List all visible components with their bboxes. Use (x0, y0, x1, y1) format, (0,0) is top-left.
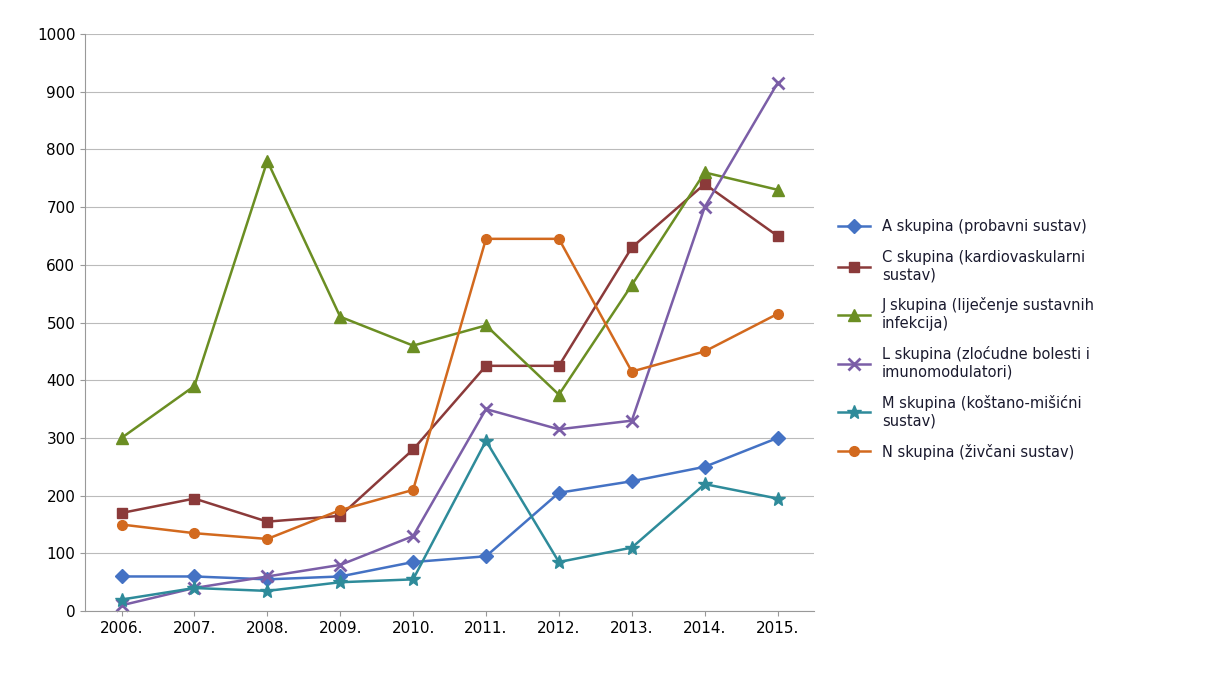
N skupina (živčani sustav) (479, 235, 493, 243)
L skupina (zloćudne bolesti i
imunomodulatori) (406, 532, 420, 540)
M skupina (koštano-mišićni
sustav) (770, 494, 785, 502)
L skupina (zloćudne bolesti i
imunomodulatori) (479, 405, 493, 413)
A skupina (probavni sustav) (260, 575, 275, 583)
M skupina (koštano-mišićni
sustav) (479, 437, 493, 445)
A skupina (probavni sustav) (406, 558, 420, 566)
A skupina (probavni sustav) (479, 552, 493, 560)
Legend: A skupina (probavni sustav), C skupina (kardiovaskularni
sustav), J skupina (lij: A skupina (probavni sustav), C skupina (… (832, 214, 1101, 465)
L skupina (zloćudne bolesti i
imunomodulatori) (260, 572, 275, 581)
A skupina (probavni sustav) (552, 489, 566, 497)
J skupina (liječenje sustavnih
infekcija) (479, 321, 493, 329)
M skupina (koštano-mišićni
sustav) (406, 575, 420, 583)
C skupina (kardiovaskularni
sustav) (552, 362, 566, 370)
J skupina (liječenje sustavnih
infekcija) (406, 342, 420, 350)
C skupina (kardiovaskularni
sustav) (479, 362, 493, 370)
L skupina (zloćudne bolesti i
imunomodulatori) (333, 561, 347, 569)
Line: M skupina (koštano-mišićni
sustav): M skupina (koštano-mišićni sustav) (114, 434, 785, 606)
M skupina (koštano-mišićni
sustav) (625, 543, 639, 551)
J skupina (liječenje sustavnih
infekcija) (625, 281, 639, 289)
J skupina (liječenje sustavnih
infekcija) (333, 312, 347, 321)
J skupina (liječenje sustavnih
infekcija) (187, 382, 202, 390)
Line: C skupina (kardiovaskularni
sustav): C skupina (kardiovaskularni sustav) (117, 179, 782, 526)
N skupina (živčani sustav) (552, 235, 566, 243)
M skupina (koštano-mišićni
sustav) (114, 595, 129, 604)
A skupina (probavni sustav) (770, 434, 785, 442)
C skupina (kardiovaskularni
sustav) (260, 517, 275, 526)
C skupina (kardiovaskularni
sustav) (114, 509, 129, 517)
L skupina (zloćudne bolesti i
imunomodulatori) (625, 416, 639, 425)
N skupina (živčani sustav) (260, 535, 275, 543)
C skupina (kardiovaskularni
sustav) (625, 244, 639, 252)
J skupina (liječenje sustavnih
infekcija) (114, 434, 129, 442)
M skupina (koštano-mišićni
sustav) (187, 584, 202, 592)
M skupina (koštano-mišićni
sustav) (333, 578, 347, 586)
A skupina (probavni sustav) (114, 572, 129, 581)
C skupina (kardiovaskularni
sustav) (406, 445, 420, 454)
M skupina (koštano-mišićni
sustav) (260, 587, 275, 595)
C skupina (kardiovaskularni
sustav) (333, 512, 347, 520)
M skupina (koštano-mišićni
sustav) (697, 480, 712, 488)
M skupina (koštano-mišićni
sustav) (552, 558, 566, 566)
C skupina (kardiovaskularni
sustav) (697, 180, 712, 188)
Line: N skupina (živčani sustav): N skupina (živčani sustav) (117, 234, 782, 544)
N skupina (živčani sustav) (625, 367, 639, 375)
A skupina (probavni sustav) (333, 572, 347, 581)
A skupina (probavni sustav) (625, 477, 639, 485)
N skupina (živčani sustav) (697, 348, 712, 356)
J skupina (liječenje sustavnih
infekcija) (260, 157, 275, 165)
L skupina (zloćudne bolesti i
imunomodulatori) (114, 602, 129, 610)
N skupina (živčani sustav) (406, 486, 420, 494)
J skupina (liječenje sustavnih
infekcija) (697, 168, 712, 177)
L skupina (zloćudne bolesti i
imunomodulatori) (552, 425, 566, 433)
Line: L skupina (zloćudne bolesti i
imunomodulatori): L skupina (zloćudne bolesti i imunomodul… (115, 77, 784, 612)
J skupina (liječenje sustavnih
infekcija) (552, 390, 566, 399)
N skupina (živčani sustav) (114, 520, 129, 528)
C skupina (kardiovaskularni
sustav) (187, 494, 202, 502)
Line: J skupina (liječenje sustavnih
infekcija): J skupina (liječenje sustavnih infekcija… (115, 155, 784, 443)
C skupina (kardiovaskularni
sustav) (770, 232, 785, 240)
N skupina (živčani sustav) (187, 529, 202, 537)
A skupina (probavni sustav) (697, 463, 712, 471)
A skupina (probavni sustav) (187, 572, 202, 581)
N skupina (živčani sustav) (770, 310, 785, 318)
N skupina (živčani sustav) (333, 506, 347, 514)
L skupina (zloćudne bolesti i
imunomodulatori) (187, 584, 202, 592)
Line: A skupina (probavni sustav): A skupina (probavni sustav) (117, 433, 782, 584)
J skupina (liječenje sustavnih
infekcija) (770, 186, 785, 194)
L skupina (zloćudne bolesti i
imunomodulatori) (770, 79, 785, 87)
L skupina (zloćudne bolesti i
imunomodulatori) (697, 203, 712, 211)
